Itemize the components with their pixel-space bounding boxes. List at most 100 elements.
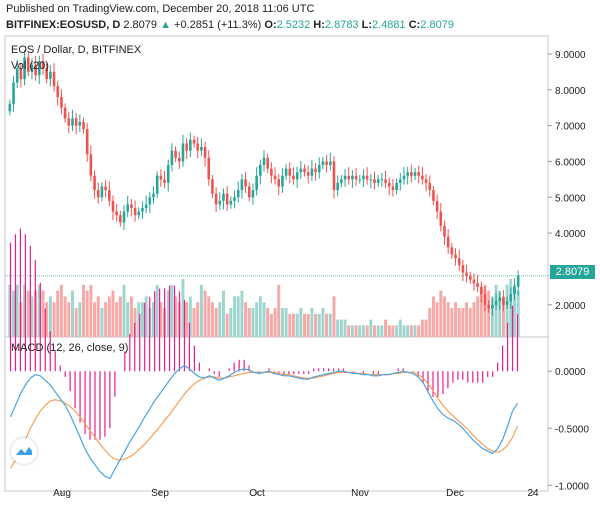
- volume-bar: [299, 308, 303, 337]
- price-tick-label: 6.0000: [555, 157, 586, 168]
- candle-body: [244, 179, 247, 187]
- volume-bar: [343, 319, 347, 337]
- candle-body: [468, 276, 472, 280]
- candle-body: [233, 197, 236, 201]
- candle-body: [119, 215, 122, 223]
- main-legend-title: EOS / Dollar, D, BITFINEX: [11, 44, 142, 56]
- candle-body: [332, 161, 336, 191]
- candle-body: [251, 190, 255, 198]
- volume-legend: Vol (20): [11, 60, 49, 72]
- volume-bar: [70, 290, 74, 337]
- candle-body: [240, 179, 244, 191]
- date-tick-label: Nov: [351, 488, 369, 499]
- volume-bar: [380, 325, 384, 337]
- macd-tick-label: -1.0000: [555, 481, 589, 492]
- volume-bar: [269, 313, 273, 337]
- volume-bar: [424, 319, 428, 337]
- candle-body: [247, 186, 251, 198]
- price-change: +0.2851 (+11.3%): [174, 19, 262, 31]
- volume-bar: [350, 325, 354, 337]
- volume-bar: [159, 302, 163, 337]
- volume-bar: [395, 325, 399, 337]
- candle-body: [505, 301, 509, 305]
- candle-body: [491, 304, 494, 309]
- candle-body: [93, 175, 96, 191]
- candle-body: [100, 186, 104, 198]
- volume-bar: [170, 284, 174, 337]
- candle-body: [365, 175, 369, 180]
- close-label: C:: [408, 19, 421, 31]
- volume-bar: [398, 319, 402, 337]
- candle-body: [262, 157, 266, 165]
- volume-bar: [118, 296, 122, 337]
- volume-bar: [67, 302, 71, 337]
- volume-bar: [358, 325, 362, 337]
- volume-bar: [111, 290, 115, 337]
- candle-body: [354, 175, 358, 180]
- volume-bar: [59, 284, 63, 337]
- candle-body: [417, 172, 420, 176]
- candle-body: [336, 182, 339, 191]
- candle-body: [424, 179, 428, 183]
- volume-bar: [229, 308, 233, 337]
- volume-bar: [516, 290, 520, 337]
- volume-bar: [314, 313, 318, 337]
- volume-bar: [306, 313, 310, 337]
- volume-bar: [310, 308, 314, 337]
- candle-body: [461, 265, 465, 273]
- candle-body: [222, 193, 225, 201]
- volume-bar: [369, 319, 373, 337]
- date-tick-label: Dec: [446, 488, 464, 499]
- candle-body: [137, 211, 141, 216]
- volume-bar: [476, 296, 480, 337]
- candle-body: [67, 118, 71, 126]
- volume-bar: [387, 325, 391, 337]
- volume-bar: [185, 302, 189, 337]
- volume-bar: [115, 302, 119, 337]
- candle-body: [56, 86, 60, 97]
- volume-bar: [321, 308, 325, 337]
- candle-body: [177, 157, 181, 162]
- candle-body: [516, 275, 520, 287]
- volume-bar: [174, 296, 178, 337]
- candle-body: [211, 179, 214, 194]
- volume-bar: [431, 296, 435, 337]
- volume-bar: [85, 290, 89, 337]
- candle-body: [480, 286, 483, 294]
- volume-bar: [284, 308, 288, 337]
- candle-body: [395, 182, 398, 191]
- volume-bar: [376, 325, 380, 337]
- candle-body: [387, 182, 391, 187]
- price-tick-label: 4.0000: [555, 229, 586, 240]
- candle-body: [60, 96, 63, 108]
- candle-body: [181, 143, 185, 162]
- candle-body: [306, 172, 310, 176]
- volume-bar: [277, 284, 281, 337]
- volume-bar: [251, 308, 255, 337]
- volume-bar: [457, 308, 461, 337]
- volume-bar: [137, 302, 141, 337]
- volume-bar: [41, 290, 45, 337]
- volume-bar: [222, 290, 225, 337]
- volume-bar: [166, 290, 170, 337]
- volume-bar: [140, 302, 144, 337]
- volume-bar: [487, 290, 491, 337]
- candle-body: [472, 279, 476, 284]
- volume-bar: [30, 296, 34, 337]
- candle-body: [317, 165, 321, 173]
- candle-body: [152, 193, 155, 198]
- date-tick-label: Aug: [53, 488, 71, 499]
- volume-bar: [439, 290, 443, 337]
- high-value: 2.8783: [324, 19, 359, 31]
- candle-body: [391, 186, 395, 191]
- date-tick-label: Oct: [249, 488, 265, 499]
- candle-body: [259, 165, 262, 176]
- candle-body: [74, 118, 78, 126]
- candle-body: [310, 168, 314, 176]
- volume-bar: [45, 302, 49, 337]
- candle-body: [34, 64, 37, 76]
- candle-body: [432, 190, 435, 201]
- candle-body: [207, 157, 211, 180]
- candle-body: [174, 150, 177, 158]
